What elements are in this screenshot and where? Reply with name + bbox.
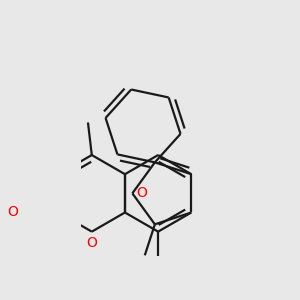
Text: O: O <box>7 206 18 220</box>
Text: O: O <box>136 186 147 200</box>
Text: O: O <box>86 236 97 250</box>
